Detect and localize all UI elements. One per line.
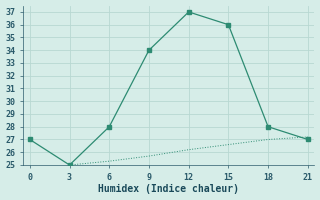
X-axis label: Humidex (Indice chaleur): Humidex (Indice chaleur)	[98, 184, 239, 194]
